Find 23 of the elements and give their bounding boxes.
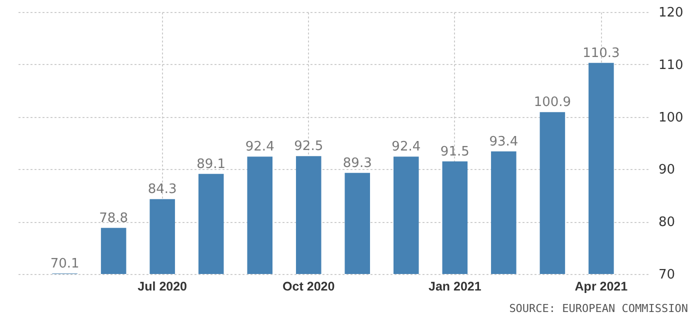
data-label: 84.3 xyxy=(148,182,177,198)
y-tick-label: 90 xyxy=(658,162,676,178)
y-tick-label: 110 xyxy=(658,58,684,73)
data-label: 89.3 xyxy=(342,156,372,171)
x-tick-label: Apr 2021 xyxy=(574,280,628,294)
data-label: 78.8 xyxy=(99,210,128,226)
data-label: 100.9 xyxy=(534,95,572,110)
y-tick-label: 70 xyxy=(658,268,676,282)
data-label: 70.1 xyxy=(50,256,80,272)
data-label: 92.4 xyxy=(392,140,421,155)
x-tick-label: Jul 2020 xyxy=(138,280,188,294)
data-label: 92.5 xyxy=(294,139,324,154)
y-tick-label: 120 xyxy=(658,6,684,20)
x-tick-label: Jan 2021 xyxy=(428,280,482,294)
data-label: 91.5 xyxy=(440,144,470,160)
data-label: 93.4 xyxy=(489,134,518,150)
x-tick-label: Oct 2020 xyxy=(282,280,335,294)
data-label: 89.1 xyxy=(196,156,226,172)
data-label: 92.4 xyxy=(245,140,274,155)
y-tick-label: 100 xyxy=(658,110,684,126)
y-tick-label: 80 xyxy=(658,215,676,230)
source-note: SOURCE: EUROPEAN COMMISSION xyxy=(509,302,688,315)
data-label: 110.3 xyxy=(582,46,620,61)
